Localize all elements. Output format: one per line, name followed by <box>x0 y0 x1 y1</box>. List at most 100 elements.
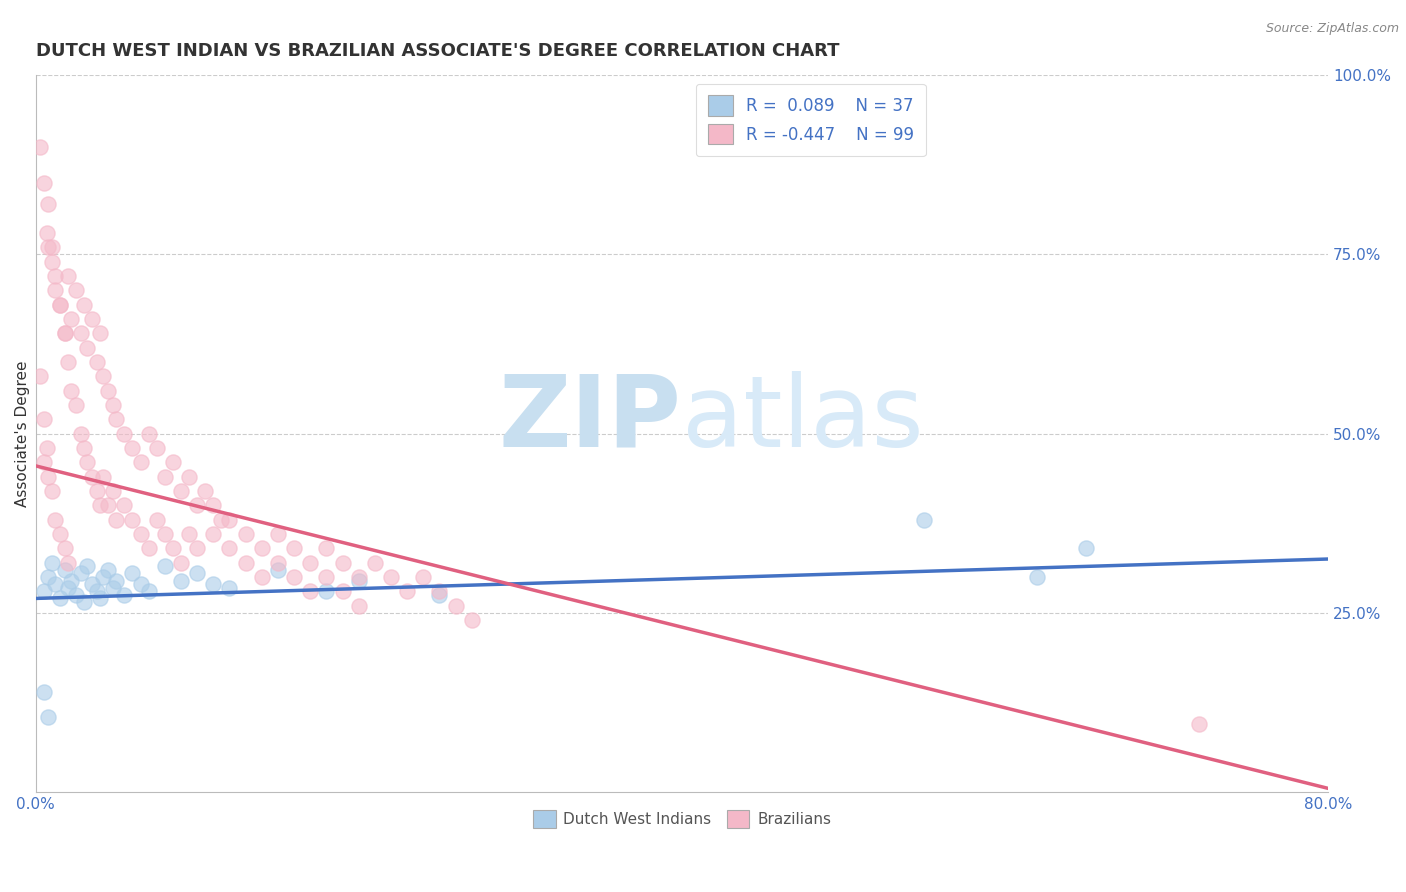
Point <box>89 498 111 512</box>
Point <box>65 588 87 602</box>
Point <box>53 563 76 577</box>
Point <box>69 566 91 581</box>
Point <box>461 613 484 627</box>
Point <box>65 398 87 412</box>
Point <box>56 268 79 283</box>
Point <box>93 369 115 384</box>
Point <box>69 326 91 341</box>
Point <box>60 384 83 398</box>
Point <box>93 469 115 483</box>
Point <box>73 441 96 455</box>
Point <box>218 513 240 527</box>
Point <box>32 684 55 698</box>
Point <box>153 469 176 483</box>
Point <box>186 566 208 581</box>
Point <box>76 455 98 469</box>
Point <box>73 595 96 609</box>
Point <box>97 498 120 512</box>
Point <box>41 240 63 254</box>
Point <box>177 527 200 541</box>
Point <box>101 581 124 595</box>
Point <box>32 584 55 599</box>
Point <box>186 498 208 512</box>
Point <box>86 355 108 369</box>
Legend: Dutch West Indians, Brazilians: Dutch West Indians, Brazilians <box>526 804 837 835</box>
Point <box>153 559 176 574</box>
Point <box>76 341 98 355</box>
Text: DUTCH WEST INDIAN VS BRAZILIAN ASSOCIATE'S DEGREE CORRELATION CHART: DUTCH WEST INDIAN VS BRAZILIAN ASSOCIATE… <box>35 42 839 60</box>
Point <box>86 584 108 599</box>
Point <box>101 483 124 498</box>
Point <box>429 588 451 602</box>
Point <box>170 574 193 588</box>
Point <box>283 541 305 556</box>
Point <box>1074 541 1097 556</box>
Text: ZIP: ZIP <box>499 371 682 467</box>
Point <box>380 570 402 584</box>
Point <box>97 563 120 577</box>
Point <box>250 570 273 584</box>
Point <box>283 570 305 584</box>
Point <box>44 577 66 591</box>
Point <box>347 574 370 588</box>
Point <box>53 326 76 341</box>
Point <box>129 577 152 591</box>
Point <box>56 355 79 369</box>
Point <box>1188 717 1211 731</box>
Point <box>129 455 152 469</box>
Point <box>444 599 467 613</box>
Point <box>145 513 167 527</box>
Point <box>315 541 337 556</box>
Point <box>202 498 225 512</box>
Point <box>49 297 72 311</box>
Point <box>177 469 200 483</box>
Point <box>145 441 167 455</box>
Point <box>112 498 135 512</box>
Point <box>267 556 290 570</box>
Point <box>267 527 290 541</box>
Point <box>129 527 152 541</box>
Point <box>153 527 176 541</box>
Point <box>44 283 66 297</box>
Point <box>170 483 193 498</box>
Point <box>86 483 108 498</box>
Point <box>41 556 63 570</box>
Point <box>332 584 354 599</box>
Point <box>162 541 184 556</box>
Point <box>105 513 128 527</box>
Point <box>37 240 59 254</box>
Point <box>60 312 83 326</box>
Point <box>93 570 115 584</box>
Point <box>37 570 59 584</box>
Point <box>37 197 59 211</box>
Point <box>49 297 72 311</box>
Point <box>202 527 225 541</box>
Point <box>250 541 273 556</box>
Point <box>162 455 184 469</box>
Point <box>30 369 52 384</box>
Point <box>347 599 370 613</box>
Point <box>209 513 232 527</box>
Point <box>37 709 59 723</box>
Point <box>396 584 419 599</box>
Point <box>97 384 120 398</box>
Point <box>89 591 111 606</box>
Point <box>138 541 160 556</box>
Text: Source: ZipAtlas.com: Source: ZipAtlas.com <box>1265 22 1399 36</box>
Point <box>138 584 160 599</box>
Text: atlas: atlas <box>682 371 924 467</box>
Point <box>53 541 76 556</box>
Point <box>121 566 143 581</box>
Point <box>112 588 135 602</box>
Point <box>138 426 160 441</box>
Point <box>299 584 322 599</box>
Point <box>105 574 128 588</box>
Point <box>82 469 104 483</box>
Point <box>30 140 52 154</box>
Point <box>912 513 935 527</box>
Point <box>32 176 55 190</box>
Point <box>89 326 111 341</box>
Point <box>49 591 72 606</box>
Point <box>60 574 83 588</box>
Point <box>267 563 290 577</box>
